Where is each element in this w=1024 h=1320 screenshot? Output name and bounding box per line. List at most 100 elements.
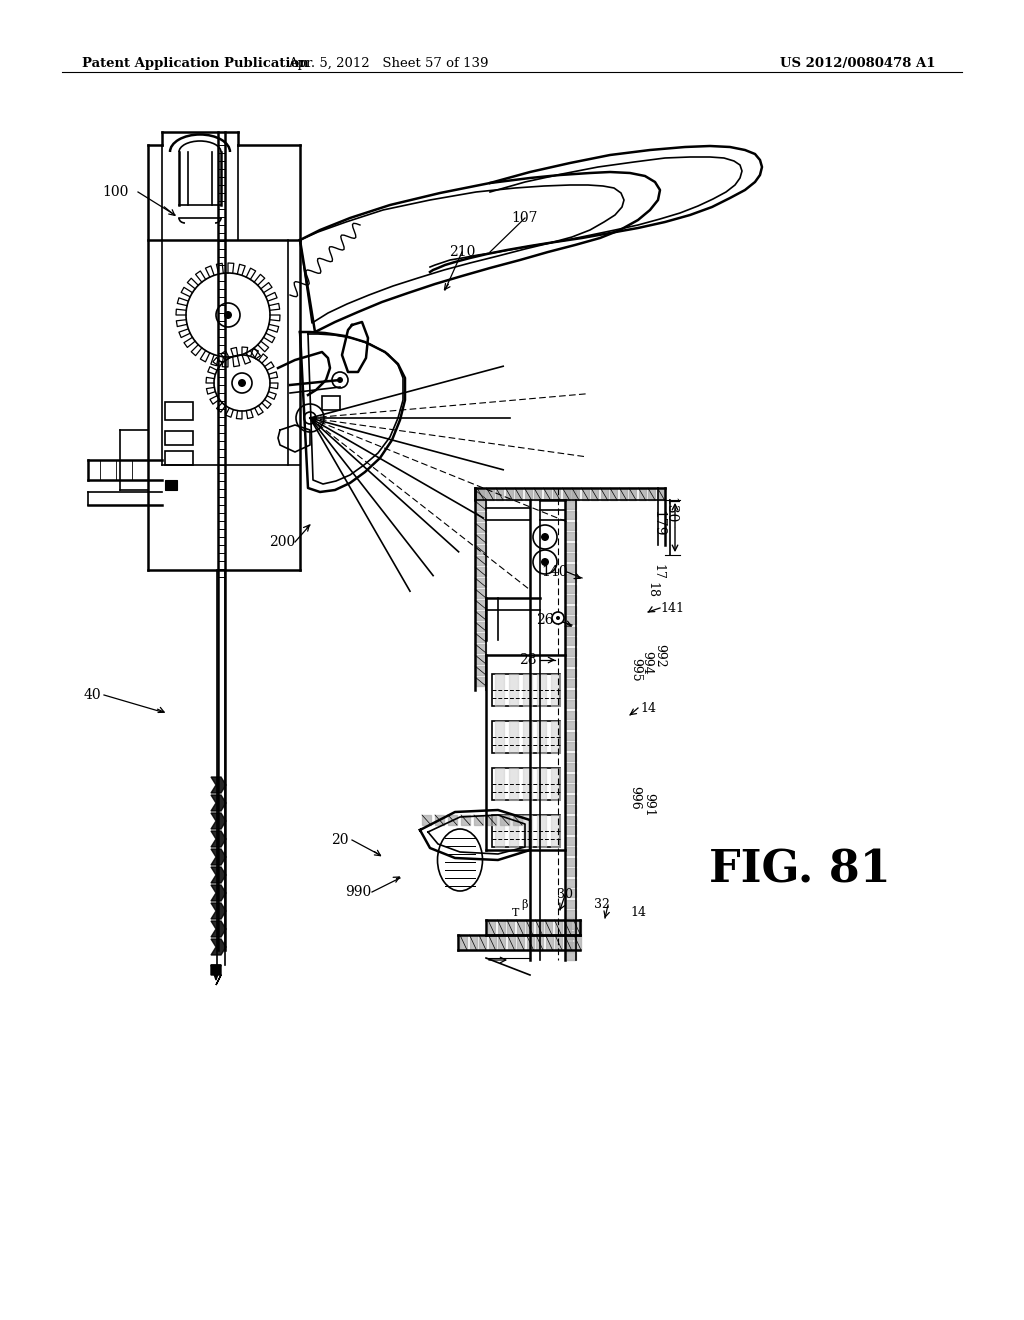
Text: 140: 140 xyxy=(542,565,568,579)
Polygon shape xyxy=(551,814,560,847)
Polygon shape xyxy=(488,935,496,950)
Polygon shape xyxy=(565,532,575,540)
Polygon shape xyxy=(509,675,518,706)
Polygon shape xyxy=(565,879,575,887)
Polygon shape xyxy=(565,920,575,928)
Polygon shape xyxy=(211,921,226,937)
Text: 18: 18 xyxy=(645,582,658,598)
Polygon shape xyxy=(498,935,505,950)
Polygon shape xyxy=(211,903,226,919)
Polygon shape xyxy=(477,488,484,500)
Polygon shape xyxy=(572,488,579,500)
Polygon shape xyxy=(211,849,226,865)
Polygon shape xyxy=(565,899,575,908)
Text: 992: 992 xyxy=(653,644,667,668)
Polygon shape xyxy=(475,502,486,510)
Polygon shape xyxy=(565,869,575,876)
Polygon shape xyxy=(551,675,560,706)
Polygon shape xyxy=(639,488,645,500)
Polygon shape xyxy=(620,488,627,500)
Polygon shape xyxy=(475,667,486,675)
Text: 200: 200 xyxy=(269,535,295,549)
Polygon shape xyxy=(479,935,486,950)
Polygon shape xyxy=(600,488,607,500)
Polygon shape xyxy=(516,920,523,935)
Polygon shape xyxy=(211,884,226,902)
Text: Patent Application Publication: Patent Application Publication xyxy=(82,57,309,70)
Polygon shape xyxy=(565,616,575,624)
Polygon shape xyxy=(211,777,226,793)
Text: 30: 30 xyxy=(557,888,573,902)
Text: FIG. 81: FIG. 81 xyxy=(710,849,891,891)
Polygon shape xyxy=(565,710,575,718)
Polygon shape xyxy=(565,784,575,792)
Polygon shape xyxy=(475,512,486,521)
Polygon shape xyxy=(544,488,551,500)
Polygon shape xyxy=(565,941,575,949)
Polygon shape xyxy=(565,574,575,582)
Polygon shape xyxy=(565,564,575,572)
Polygon shape xyxy=(449,814,457,825)
Polygon shape xyxy=(211,965,221,979)
Polygon shape xyxy=(565,763,575,771)
Polygon shape xyxy=(475,634,486,642)
Polygon shape xyxy=(486,488,494,500)
Polygon shape xyxy=(515,488,522,500)
Polygon shape xyxy=(211,813,226,829)
Polygon shape xyxy=(565,909,575,917)
Polygon shape xyxy=(475,523,486,532)
Polygon shape xyxy=(573,920,581,935)
Text: 14: 14 xyxy=(640,701,656,714)
Polygon shape xyxy=(555,935,562,950)
Polygon shape xyxy=(487,814,496,825)
Circle shape xyxy=(541,533,549,541)
Polygon shape xyxy=(474,814,483,825)
Polygon shape xyxy=(475,589,486,598)
Polygon shape xyxy=(537,814,546,847)
Polygon shape xyxy=(565,721,575,729)
Text: 991: 991 xyxy=(642,793,655,817)
Polygon shape xyxy=(536,920,543,935)
Polygon shape xyxy=(506,488,512,500)
Polygon shape xyxy=(495,814,504,847)
Polygon shape xyxy=(553,488,560,500)
Polygon shape xyxy=(565,742,575,750)
Text: 17: 17 xyxy=(651,564,665,579)
Polygon shape xyxy=(495,721,504,752)
Polygon shape xyxy=(495,768,504,800)
Polygon shape xyxy=(565,774,575,781)
Polygon shape xyxy=(565,752,575,760)
Polygon shape xyxy=(475,556,486,565)
Polygon shape xyxy=(565,952,575,960)
Polygon shape xyxy=(565,585,575,593)
Polygon shape xyxy=(496,488,503,500)
Polygon shape xyxy=(537,721,546,752)
Bar xyxy=(165,451,193,465)
Text: β: β xyxy=(522,899,528,911)
Polygon shape xyxy=(475,622,486,631)
Text: 100: 100 xyxy=(101,185,128,199)
Polygon shape xyxy=(565,606,575,614)
Polygon shape xyxy=(537,768,546,800)
Polygon shape xyxy=(475,655,486,664)
Polygon shape xyxy=(565,858,575,866)
Polygon shape xyxy=(211,832,226,847)
Polygon shape xyxy=(526,935,534,950)
Polygon shape xyxy=(488,920,495,935)
Polygon shape xyxy=(461,814,470,825)
Circle shape xyxy=(224,312,232,319)
Text: 995: 995 xyxy=(630,659,642,682)
Polygon shape xyxy=(523,721,532,752)
Polygon shape xyxy=(475,578,486,587)
Text: 130: 130 xyxy=(663,496,677,523)
Polygon shape xyxy=(657,488,665,500)
Polygon shape xyxy=(211,965,221,985)
Text: 14: 14 xyxy=(630,906,646,919)
Polygon shape xyxy=(513,814,522,825)
Polygon shape xyxy=(475,601,486,609)
Polygon shape xyxy=(551,721,560,752)
Circle shape xyxy=(541,558,549,566)
Polygon shape xyxy=(475,677,486,686)
Text: 210: 210 xyxy=(449,246,475,259)
Polygon shape xyxy=(565,826,575,834)
